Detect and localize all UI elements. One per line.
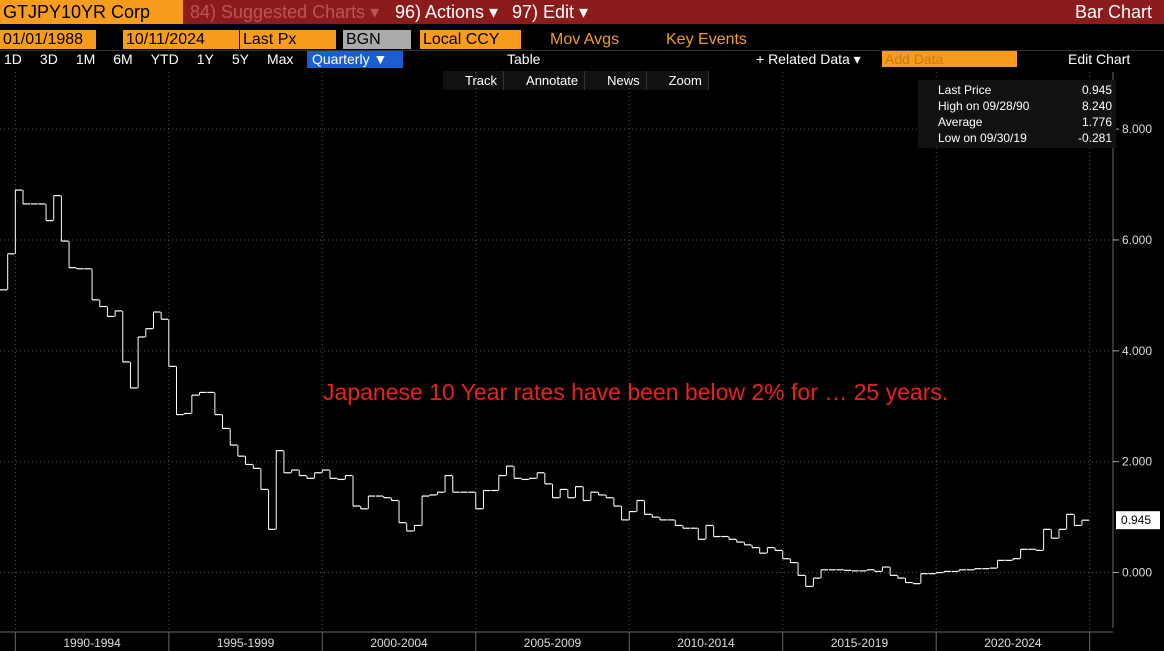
end-date[interactable]: 10/11/2024 — [123, 30, 239, 49]
chart-kind: Bar Chart — [1074, 2, 1152, 22]
range-button[interactable]: Max — [266, 51, 294, 67]
legend-row: Average 1.776 — [922, 114, 1112, 130]
legend-label: Average — [938, 115, 983, 129]
key-events[interactable]: Key Events — [666, 31, 747, 48]
legend: Last Price 0.945 High on 09/28/90 8.240 Aver… — [918, 80, 1116, 148]
source[interactable]: BGN — [343, 30, 411, 49]
y-tick-label: 6.000 — [1122, 233, 1152, 247]
range-button[interactable]: YTD — [150, 51, 179, 67]
related-data[interactable]: + Related Data ▾ — [756, 51, 861, 67]
add-data[interactable]: Add Data — [882, 51, 1017, 67]
x-period-label: 2010-2014 — [677, 636, 735, 650]
y-tick-label: 4.000 — [1122, 344, 1152, 358]
edit-chart[interactable]: Edit Chart — [1068, 51, 1131, 67]
edit-menu[interactable]: 97) Edit ▾ — [512, 2, 589, 22]
legend-value: -0.281 — [1077, 131, 1112, 145]
legend-label: Low on 09/30/19 — [938, 131, 1027, 145]
legend-row: High on 09/28/90 8.240 — [922, 98, 1112, 114]
y-tick-label: 2.000 — [1122, 455, 1152, 469]
table-button[interactable]: Table — [507, 51, 541, 67]
x-period-label: 1995-1999 — [217, 636, 275, 650]
ticker[interactable]: GTJPY10YR Corp — [0, 0, 183, 24]
range-button[interactable]: 1M — [75, 51, 96, 67]
x-period-label: 2020-2024 — [984, 636, 1042, 650]
range-button[interactable]: 5Y — [231, 51, 249, 67]
frequency[interactable]: Quarterly ▼ — [307, 50, 403, 68]
tool-button[interactable]: Track — [443, 71, 505, 90]
divider — [0, 50, 1164, 51]
currency[interactable]: Local CCY — [420, 30, 521, 49]
tool-button[interactable]: Annotate — [504, 71, 586, 90]
x-period-label: 1990-1994 — [63, 636, 121, 650]
tool-button[interactable]: Zoom — [647, 71, 709, 90]
last-price-box — [1116, 511, 1160, 530]
x-period-label: 2005-2009 — [524, 636, 582, 650]
range-button[interactable]: 3D — [39, 51, 58, 67]
start-date[interactable]: 01/01/1988 — [0, 30, 96, 49]
tool-button[interactable]: News — [585, 71, 647, 90]
legend-row: Last Price 0.945 — [922, 82, 1112, 98]
legend-label: Last Price — [938, 83, 992, 97]
y-tick-label: 8.000 — [1122, 122, 1152, 136]
range-button[interactable]: 1D — [4, 51, 22, 67]
legend-value: 1.776 — [1081, 115, 1112, 129]
title-bar — [0, 0, 1164, 24]
legend-label: High on 09/28/90 — [938, 99, 1030, 113]
legend-value: 8.240 — [1081, 99, 1112, 113]
range-button[interactable]: 6M — [113, 51, 133, 67]
range-button[interactable]: 1Y — [196, 51, 214, 67]
toolbar: Track Annotate News Zoom — [443, 71, 709, 90]
last-price-label: 0.945 — [1121, 513, 1151, 527]
legend-value: 0.945 — [1081, 83, 1112, 97]
legend-row: Low on 09/30/19 -0.281 — [922, 130, 1112, 146]
range-buttons: 1D 3D 1M 6M YTD 1Y 5Y Max — [4, 51, 293, 67]
suggested-charts[interactable]: 84) Suggested Charts ▾ — [190, 2, 380, 22]
actions-menu[interactable]: 96) Actions ▾ — [395, 2, 499, 22]
mov-avgs[interactable]: Mov Avgs — [550, 31, 620, 48]
annotation: Japanese 10 Year rates have been below 2… — [323, 379, 948, 405]
field[interactable]: Last Px — [240, 30, 336, 49]
x-period-label: 2015-2019 — [831, 636, 889, 650]
x-period-label: 2000-2004 — [370, 636, 428, 650]
y-tick-label: 0.000 — [1122, 566, 1152, 580]
